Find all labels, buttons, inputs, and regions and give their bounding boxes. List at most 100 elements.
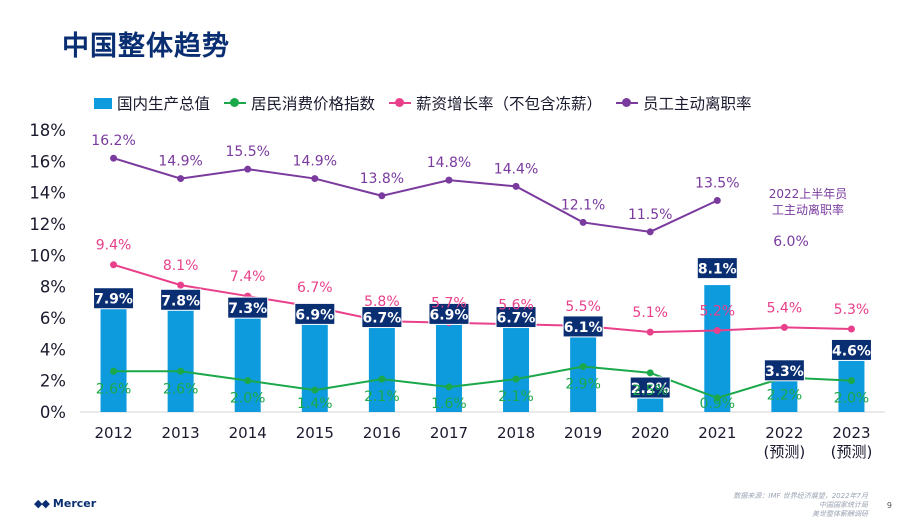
salary-data-label: 5.8% — [364, 294, 400, 310]
turnover-point — [713, 197, 721, 204]
gdp-data-label-box — [227, 296, 269, 319]
salary-point — [110, 261, 118, 269]
turnover-point — [445, 176, 453, 184]
cpi-data-label: 2.9% — [565, 377, 601, 393]
y-tick-label: 18% — [29, 121, 66, 140]
x-tick-label: 2019 — [564, 424, 602, 442]
legend-label-turnover: 员工主动离职率 — [643, 95, 752, 113]
mercer-logo-text: Mercer — [52, 497, 97, 510]
page-number: 9 — [886, 501, 892, 510]
x-tick-label: 2023 — [832, 424, 870, 442]
turnover-data-label: 15.5% — [225, 144, 269, 160]
x-tick-label: 2013 — [162, 424, 200, 442]
turnover-data-label: 12.1% — [561, 197, 605, 213]
gdp-data-label: 7.3% — [228, 301, 267, 317]
gdp-data-label: 6.1% — [564, 320, 603, 336]
turnover-line — [113, 157, 718, 233]
turnover-point — [512, 182, 520, 190]
turnover-data-label: 16.2% — [91, 133, 135, 149]
cpi-point — [311, 386, 319, 394]
x-tick-label: 2021 — [698, 424, 736, 442]
gdp-data-label-box — [830, 338, 872, 361]
salary-data-label: 5.7% — [431, 296, 467, 312]
y-tick-label: 6% — [40, 309, 66, 328]
turnover-annotation-value: 6.0% — [773, 234, 809, 250]
salary-data-label: 6.7% — [297, 280, 333, 296]
cpi-data-label: 2.1% — [364, 389, 400, 405]
cpi-point — [445, 383, 453, 391]
salary-data-label: 7.4% — [230, 269, 266, 285]
salary-data-label: 9.4% — [96, 238, 132, 254]
turnover-point — [177, 175, 185, 183]
turnover-point — [244, 165, 252, 173]
turnover-data-label: 11.5% — [628, 207, 672, 223]
cpi-data-label: 2.6% — [163, 381, 199, 397]
legend-label-gdp: 国内生产总值 — [117, 95, 211, 113]
salary-point — [847, 325, 855, 333]
legend-swatch-cpi — [224, 97, 247, 109]
y-tick-label: 8% — [40, 278, 66, 297]
legend-swatch-salary — [389, 97, 412, 109]
gdp-data-label: 8.1% — [698, 262, 737, 278]
cpi-data-label: 2.2% — [767, 388, 803, 404]
y-tick-label: 0% — [40, 403, 66, 422]
salary-data-label: 5.5% — [565, 299, 601, 315]
cpi-point — [110, 367, 118, 375]
cpi-data-label: 1.4% — [297, 396, 333, 412]
cpi-line — [113, 365, 852, 399]
x-tick-label: 2020 — [631, 424, 669, 442]
turnover-data-label: 14.9% — [158, 154, 202, 170]
x-tick-label: (预测) — [764, 443, 806, 461]
cpi-point — [646, 369, 654, 377]
y-tick-label: 2% — [40, 372, 66, 391]
source-line: 中国国家统计局 — [819, 501, 868, 509]
y-tick-label: 14% — [29, 184, 66, 203]
gdp-bar — [704, 285, 731, 412]
legend-label-cpi: 居民消费价格指数 — [251, 95, 376, 113]
turnover-point — [110, 154, 118, 162]
y-tick-label: 10% — [29, 246, 66, 265]
turnover-point — [646, 228, 654, 236]
mercer-logo-icon: ◆◆ — [34, 497, 50, 510]
salary-point — [177, 281, 185, 289]
page-title: 中国整体趋势 — [62, 31, 230, 62]
gdp-data-label-box — [763, 359, 805, 382]
salary-data-label: 5.1% — [632, 305, 668, 321]
gdp-data-label: 3.3% — [765, 364, 804, 380]
legend-item-gdp: 国内生产总值 — [94, 92, 210, 114]
legend-label-salary: 薪资增长率（不包含冻薪） — [416, 95, 603, 113]
gdp-data-label-box — [629, 376, 671, 399]
y-tick-label: 4% — [40, 340, 66, 359]
turnover-data-label: 14.4% — [494, 161, 538, 177]
x-tick-label: 2015 — [296, 424, 334, 442]
cpi-data-label: 2.6% — [96, 381, 132, 397]
salary-data-label: 5.4% — [767, 300, 803, 316]
y-tick-label: 16% — [29, 152, 66, 171]
gdp-data-label-box — [93, 287, 135, 310]
turnover-data-label: 14.9% — [293, 154, 337, 170]
source-line: 美世整体薪酬调研 — [812, 510, 868, 518]
y-tick-label: 12% — [29, 215, 66, 234]
cpi-data-label: 0.9% — [700, 396, 736, 412]
cpi-data-label: 2.0% — [230, 391, 266, 407]
cpi-point — [713, 394, 721, 402]
cpi-data-label: 2.5% — [632, 383, 668, 399]
x-tick-label: 2017 — [430, 424, 468, 442]
gdp-data-label-box — [294, 302, 336, 325]
cpi-data-label: 1.6% — [431, 396, 467, 412]
legend-swatch-turnover — [616, 97, 639, 109]
legend-item-salary: 薪资增长率（不包含冻薪） — [389, 92, 602, 114]
x-tick-label: 2022 — [765, 424, 803, 442]
salary-line — [113, 263, 852, 334]
salary-data-label: 5.6% — [498, 297, 534, 313]
gdp-data-label: 6.9% — [430, 307, 469, 323]
legend-item-cpi: 居民消费价格指数 — [224, 92, 375, 114]
x-tick-label: 2014 — [229, 424, 267, 442]
gdp-data-label: 4.6% — [832, 343, 871, 359]
salary-data-label: 5.3% — [834, 302, 870, 318]
salary-data-label: 8.1% — [163, 258, 199, 274]
turnover-data-label: 13.8% — [360, 171, 404, 187]
salary-point — [713, 327, 721, 335]
legend-item-turnover: 员工主动离职率 — [616, 92, 752, 114]
